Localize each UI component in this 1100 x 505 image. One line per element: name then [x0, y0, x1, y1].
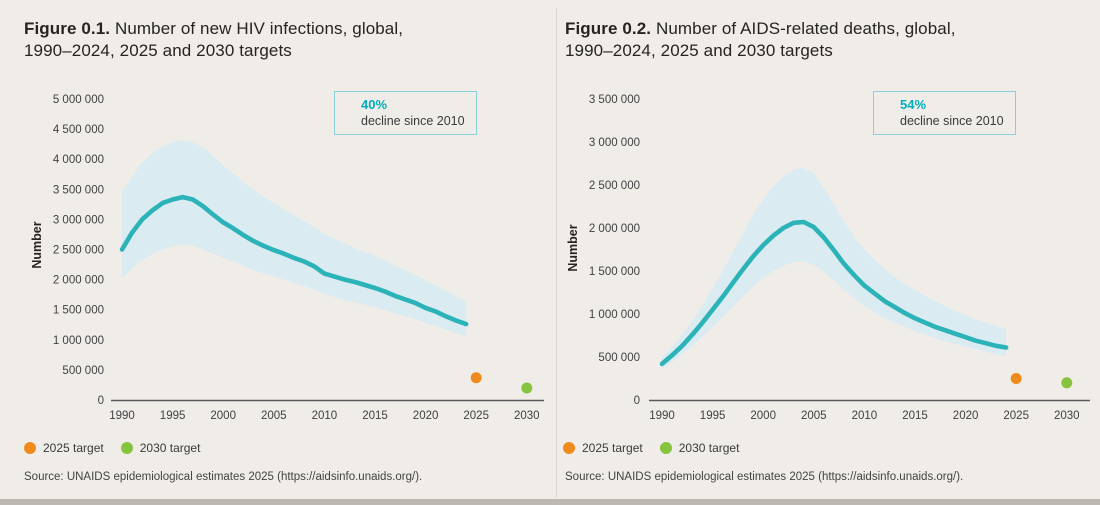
y-tick-label: 2 500 000 — [589, 180, 640, 192]
legend-label: 2025 target — [582, 441, 643, 455]
y-tick-label: 1 500 000 — [53, 305, 104, 317]
x-tick-label: 1990 — [649, 410, 675, 422]
y-tick-label: 3 500 000 — [589, 94, 640, 106]
decline-caption: decline since 2010 — [361, 114, 465, 128]
x-tick-label: 2010 — [852, 410, 878, 422]
source-note: Source: UNAIDS epidemiological estimates… — [565, 471, 964, 483]
source-note: Source: UNAIDS epidemiological estimates… — [24, 471, 423, 483]
target-dot-2030 — [521, 382, 533, 394]
decline-percentage: 40% — [361, 97, 388, 112]
y-tick-label: 1 000 000 — [53, 335, 104, 347]
x-tick-label: 2025 — [1003, 410, 1029, 422]
y-tick-label: 3 000 000 — [53, 214, 104, 226]
y-tick-label: 4 000 000 — [53, 154, 104, 166]
target-dot-2025 — [470, 372, 482, 384]
figure-number: Figure 0.1. — [24, 19, 111, 38]
uncertainty-band — [122, 139, 467, 337]
figure-number: Figure 0.2. — [565, 19, 652, 38]
figure-0-2-panel: Figure 0.2. Number of AIDS-related death… — [550, 0, 1100, 505]
y-tick-label: 0 — [98, 395, 104, 407]
decline-callout-box: 54% decline since 2010 — [873, 91, 1016, 135]
line-chart-aids-related-deaths: 0 500 000 1 000 000 1 500 000 2 000 000 2 500… — [589, 94, 1090, 422]
legend: 2025 target 2030 target — [563, 441, 756, 455]
legend-label: 2030 target — [678, 441, 740, 455]
figure-title-line1: Number of new HIV infections, global, — [110, 19, 404, 38]
figure-title-line2: 1990–2024, 2025 and 2030 targets — [565, 41, 833, 60]
y-tick-label: 3 000 000 — [589, 137, 640, 149]
legend-item-2030-target: 2030 target — [120, 441, 201, 455]
panel-divider-line — [556, 8, 557, 497]
x-tick-label: 1995 — [700, 410, 726, 422]
x-tick-label: 2000 — [210, 410, 236, 422]
y-tick-label: 2 000 000 — [589, 223, 640, 235]
legend-label: 2025 target — [43, 441, 104, 455]
x-tick-label: 2030 — [514, 410, 540, 422]
x-tick-label: 2025 — [463, 410, 489, 422]
legend-item-2030-target: 2030 target — [659, 441, 740, 455]
target-dot-2030 — [1061, 377, 1073, 389]
legend-label: 2030 target — [139, 441, 201, 455]
y-tick-label: 4 500 000 — [53, 124, 104, 136]
uncertainty-band — [662, 167, 1007, 369]
x-tick-label: 1990 — [109, 410, 135, 422]
orange-dot-icon — [24, 442, 36, 454]
x-tick-label: 2010 — [312, 410, 338, 422]
y-tick-label: 500 000 — [62, 365, 104, 377]
y-tick-label: 500 000 — [598, 352, 640, 364]
y-tick-label: 1 500 000 — [589, 266, 640, 278]
green-dot-icon — [659, 442, 672, 454]
figure-title: Figure 0.1. Number of new HIV infections… — [24, 18, 529, 62]
trend-line — [119, 194, 469, 327]
green-dot-icon — [120, 442, 133, 454]
x-tick-label: 2005 — [801, 410, 827, 422]
x-tick-label: 2020 — [413, 410, 439, 422]
x-tick-label: 2000 — [750, 410, 776, 422]
figure-title: Figure 0.2. Number of AIDS-related death… — [565, 18, 1070, 62]
trend-line — [659, 219, 1009, 367]
x-tick-label: 2030 — [1054, 410, 1080, 422]
decline-percentage: 54% — [900, 97, 927, 112]
x-tick-label: 1995 — [160, 410, 186, 422]
page-bottom-edge — [0, 499, 1100, 505]
y-tick-label: 0 — [634, 395, 640, 407]
x-tick-label: 2005 — [261, 410, 287, 422]
legend-item-2025-target: 2025 target — [24, 441, 104, 455]
x-tick-label: 2020 — [953, 410, 979, 422]
x-tick-label: 2015 — [362, 410, 388, 422]
target-dot-2025 — [1010, 373, 1022, 384]
figure-0-1-panel: Figure 0.1. Number of new HIV infections… — [24, 18, 544, 483]
y-tick-label: 5 000 000 — [53, 94, 104, 106]
figure-title-line2: 1990–2024, 2025 and 2030 targets — [24, 41, 292, 60]
y-tick-label: 3 500 000 — [53, 184, 104, 196]
figure-title-line1: Number of AIDS-related deaths, global, — [651, 19, 956, 38]
y-tick-label: 2 000 000 — [53, 275, 104, 287]
y-tick-label: 2 500 000 — [53, 245, 104, 257]
legend: 2025 target 2030 target — [24, 441, 217, 455]
decline-callout-box: 40% decline since 2010 — [334, 91, 477, 135]
y-tick-label: 1 000 000 — [589, 309, 640, 321]
legend-item-2025-target: 2025 target — [563, 441, 643, 455]
decline-caption: decline since 2010 — [900, 114, 1004, 128]
line-chart-new-hiv-infections: 0 500 000 1 000 000 1 500 000 2 000 000 2 500… — [53, 94, 544, 422]
orange-dot-icon — [563, 442, 575, 454]
x-tick-label: 2015 — [902, 410, 928, 422]
